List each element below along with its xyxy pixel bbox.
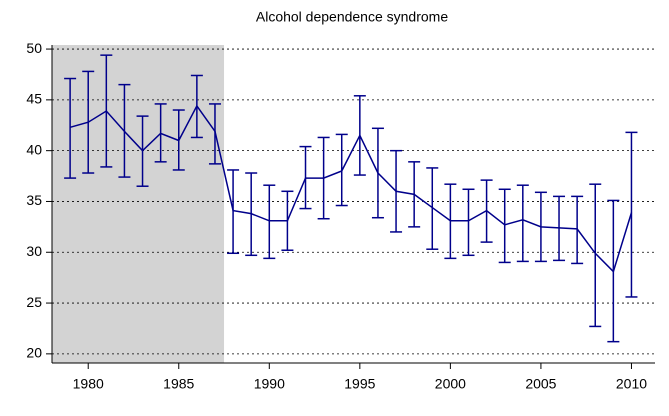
y-tick-label: 50	[26, 40, 42, 56]
error-bar	[462, 188, 475, 257]
x-tick-label: 1980	[73, 376, 104, 392]
error-bar	[227, 169, 240, 255]
error-bar	[516, 184, 529, 263]
y-tick-label: 30	[26, 243, 42, 259]
x-tick-label: 1990	[254, 376, 285, 392]
y-tick-label: 45	[26, 91, 42, 107]
x-tick-label: 2000	[435, 376, 466, 392]
line	[69, 104, 633, 273]
error-bar	[263, 184, 276, 260]
y-tick-label: 35	[26, 192, 42, 208]
y-tick-label: 20	[26, 345, 42, 361]
x-tick-label: 1995	[344, 376, 375, 392]
y-tick-label: 25	[26, 294, 42, 310]
shaded-region	[52, 45, 225, 363]
x-tick-label: 2005	[525, 376, 556, 392]
x-tick-label: 1985	[163, 376, 194, 392]
x-tick-label: 2010	[616, 376, 647, 392]
error-bar	[498, 188, 511, 264]
error-bar	[426, 167, 439, 250]
chart-title: Alcohol dependence syndrome	[256, 9, 448, 25]
error-bar	[589, 183, 602, 328]
y-tick-label: 40	[26, 141, 42, 157]
error-bar	[64, 77, 77, 179]
